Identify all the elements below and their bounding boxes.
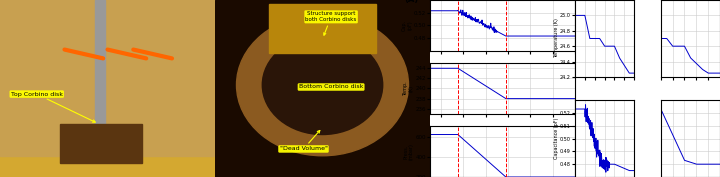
- Bar: [60, 124, 142, 163]
- Circle shape: [236, 14, 408, 156]
- Text: Structure support
both Corbino disks: Structure support both Corbino disks: [305, 12, 356, 35]
- Y-axis label: Capacitance (pF): Capacitance (pF): [554, 118, 559, 159]
- Y-axis label: Press.
(mbar): Press. (mbar): [403, 143, 414, 160]
- Text: Top Corbino disk: Top Corbino disk: [11, 92, 95, 122]
- Bar: [94, 0, 105, 159]
- Y-axis label: Temp.
(K): Temp. (K): [403, 81, 414, 96]
- Y-axis label: Temperature (K): Temperature (K): [554, 19, 559, 58]
- Text: (A): (A): [404, 0, 418, 4]
- Bar: [0, 156, 215, 177]
- Bar: [269, 4, 377, 53]
- Bar: [0, 0, 215, 156]
- Y-axis label: Cap.
(pF): Cap. (pF): [401, 20, 412, 31]
- Text: "Dead Volume": "Dead Volume": [279, 130, 328, 152]
- Text: Bottom Corbino disk: Bottom Corbino disk: [299, 84, 364, 90]
- Circle shape: [262, 35, 383, 135]
